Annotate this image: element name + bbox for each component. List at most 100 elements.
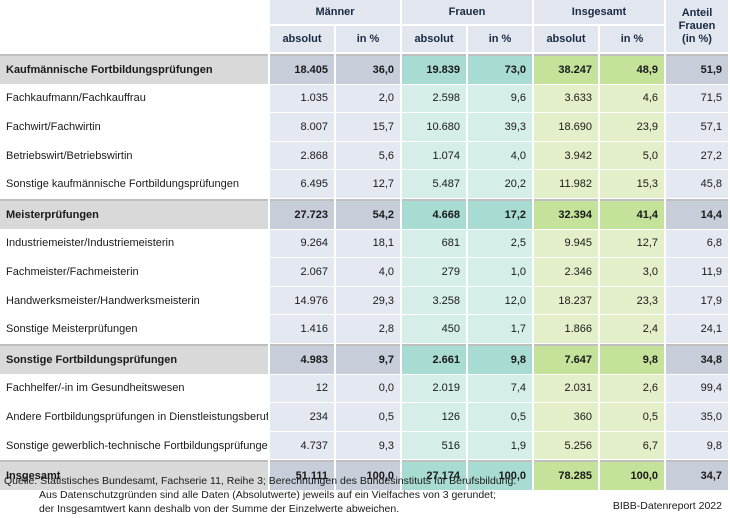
table-cell: 10.680	[402, 113, 466, 142]
table-cell: 38.247	[534, 54, 598, 85]
table-cell: 1.416	[270, 315, 334, 344]
table-cell: 9,8	[468, 343, 532, 375]
table-cell: 11.982	[534, 170, 598, 199]
table-cell: 18.405	[270, 54, 334, 85]
table-cell: 2.067	[270, 258, 334, 287]
table-cell: 5,6	[336, 141, 400, 171]
header-blank	[0, 0, 268, 26]
table-row: Fachkaufmann/Fachkauffrau 1.035 2,0 2.598 9,…	[0, 84, 729, 114]
row-label: Industriemeister/Industriemeisterin	[0, 229, 268, 259]
table-cell: 1,0	[468, 258, 532, 287]
table-cell: 1,9	[468, 431, 532, 461]
row-label: Meisterprüfungen	[0, 198, 268, 230]
table-cell: 35,0	[666, 403, 729, 432]
table-cell: 6.495	[270, 170, 334, 199]
table-row-category: Kaufmännische Fortbildungsprüfungen 18.40…	[0, 54, 729, 85]
table-cell: 9,8	[600, 343, 665, 375]
table-cell: 23,3	[600, 286, 665, 316]
table-cell: 4,0	[468, 141, 532, 171]
table-cell: 54,2	[336, 198, 400, 230]
table-cell: 9,6	[468, 84, 532, 114]
credit-label: BIBB-Datenreport 2022	[612, 500, 722, 512]
table-cell: 29,3	[336, 286, 400, 316]
table-cell: 12,7	[600, 229, 665, 259]
header-group-insgesamt: Insgesamt	[534, 0, 665, 26]
table-cell: 7.647	[534, 343, 598, 375]
row-label: Fachhelfer/-in im Gesundheitswesen	[0, 374, 268, 404]
table-header: Männer Frauen Insgesamt Anteil Frauen (i…	[0, 0, 729, 54]
table-cell: 279	[402, 258, 466, 287]
table-cell: 1.866	[534, 315, 598, 344]
table-cell: 4.668	[402, 198, 466, 230]
row-label: Kaufmännische Fortbildungsprüfungen	[0, 54, 268, 85]
table-cell: 45,8	[666, 170, 729, 199]
source-note-line: Quelle: Statistisches Bundesamt, Fachser…	[4, 475, 517, 487]
header-sub: in %	[336, 26, 400, 54]
table-cell: 0,5	[600, 403, 665, 432]
table-cell: 2.868	[270, 141, 334, 171]
header-blank-sub	[0, 26, 268, 54]
table-cell: 27.174	[402, 460, 466, 491]
header-sub: in %	[600, 26, 665, 54]
table-cell: 1.074	[402, 141, 466, 171]
header-share: Anteil Frauen (in %)	[666, 0, 729, 54]
table-cell: 1.035	[270, 84, 334, 114]
table-cell: 73,0	[468, 54, 532, 85]
table-cell: 27.723	[270, 198, 334, 230]
table-cell: 2.598	[402, 84, 466, 114]
table-cell: 360	[534, 403, 598, 432]
table-cell: 5,0	[600, 141, 665, 171]
table-cell: 7,4	[468, 374, 532, 404]
table-cell: 11,9	[666, 258, 729, 287]
table-cell: 34,8	[666, 343, 729, 375]
header-group-maenner: Männer	[270, 0, 400, 26]
table-cell: 9,7	[336, 343, 400, 375]
table-cell: 99,4	[666, 374, 729, 404]
table-cell: 9.945	[534, 229, 598, 259]
table-cell: 4,6	[600, 84, 665, 114]
table-cell: 15,7	[336, 113, 400, 142]
table-cell: 20,2	[468, 170, 532, 199]
table-cell: 450	[402, 315, 466, 344]
table-cell: 3.633	[534, 84, 598, 114]
table-cell: 6,8	[666, 229, 729, 259]
table-body: Kaufmännische Fortbildungsprüfungen 18.40…	[0, 54, 729, 491]
table-cell: 3,0	[600, 258, 665, 287]
table-row-category: Sonstige Fortbildungsprüfungen 4.983 9,7 2.…	[0, 343, 729, 375]
table-cell: 14.976	[270, 286, 334, 316]
table-row: Fachmeister/Fachmeisterin 2.067 4,0 279 1,0 2…	[0, 258, 729, 287]
table-cell: 1,7	[468, 315, 532, 344]
header-share-line3: (in %)	[682, 32, 712, 45]
table-cell: 24,1	[666, 315, 729, 344]
row-label: Sonstige kaufmännische Fortbildungsprüfu…	[0, 170, 268, 199]
table-cell: 126	[402, 403, 466, 432]
table-cell: 0,5	[468, 403, 532, 432]
table-row: Sonstige gewerblich-technische Fortbildu…	[0, 431, 729, 461]
row-label: Betriebswirt/Betriebswirtin	[0, 141, 268, 171]
row-label: Sonstige gewerblich-technische Fortbildu…	[0, 431, 268, 461]
table-cell: 27,2	[666, 141, 729, 171]
table-row-category: Meisterprüfungen 27.723 54,2 4.668 17,2 32.39…	[0, 198, 729, 230]
table-cell: 2,6	[600, 374, 665, 404]
table-cell: 12	[270, 374, 334, 404]
header-sub: absolut	[270, 26, 334, 54]
table-cell: 51.111	[270, 460, 334, 491]
table-cell: 32.394	[534, 198, 598, 230]
table-cell: 71,5	[666, 84, 729, 114]
header-share-line1: Anteil	[681, 6, 713, 19]
header-share-line2: Frauen	[678, 19, 716, 32]
table-cell: 5.256	[534, 431, 598, 461]
table-cell: 18.690	[534, 113, 598, 142]
table-cell: 2.661	[402, 343, 466, 375]
table-cell: 14,4	[666, 198, 729, 230]
table-cell: 39,3	[468, 113, 532, 142]
table-cell: 2.031	[534, 374, 598, 404]
header-sub: absolut	[402, 26, 466, 54]
header-group-frauen: Frauen	[402, 0, 532, 26]
row-label: Sonstige Fortbildungsprüfungen	[0, 343, 268, 375]
table-cell: 2,8	[336, 315, 400, 344]
table-row: Sonstige Meisterprüfungen 1.416 2,8 450 1,7 1…	[0, 315, 729, 344]
table-cell: 18,1	[336, 229, 400, 259]
table-cell: 19.839	[402, 54, 466, 85]
